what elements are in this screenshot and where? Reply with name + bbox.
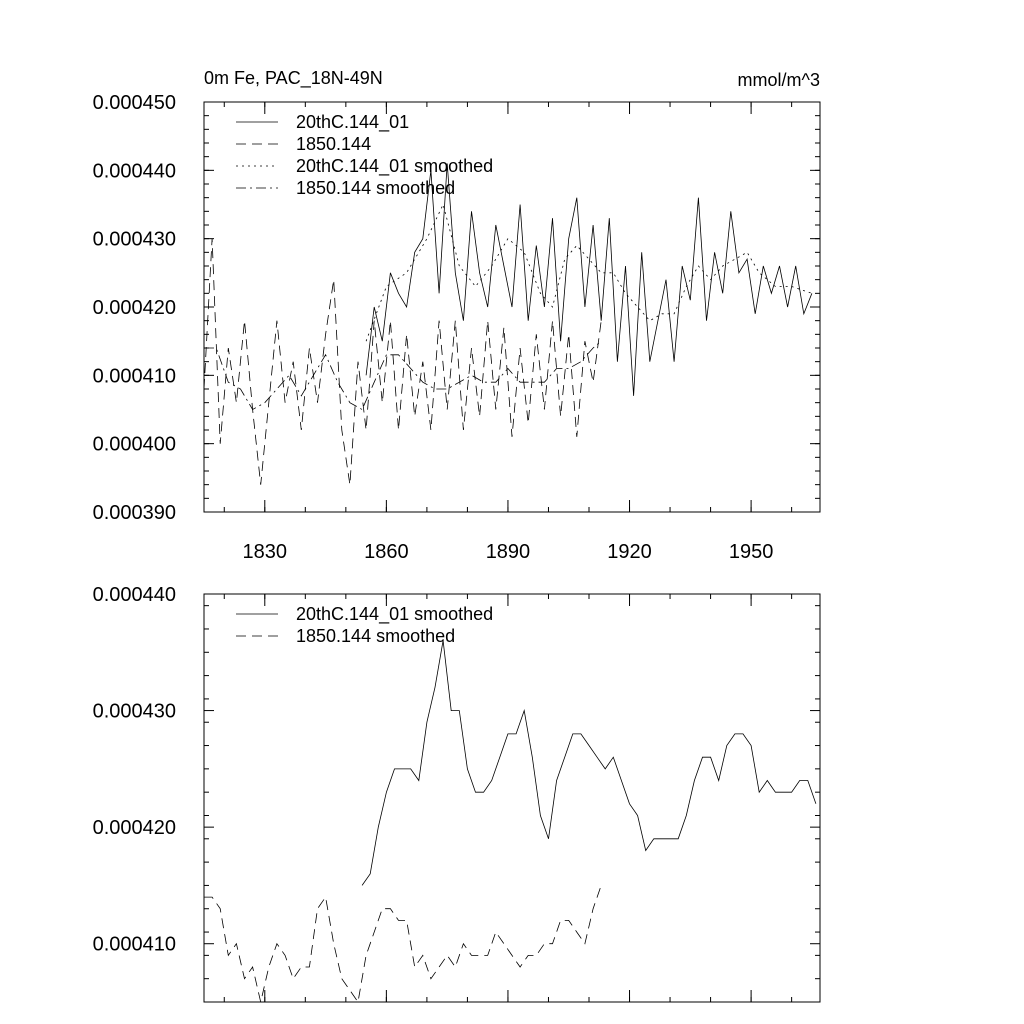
series-line-1 — [204, 885, 602, 1004]
x-tick-label: 1950 — [729, 541, 774, 563]
legend-entry-label: 20thC.144_01 — [296, 112, 409, 133]
series-line-1 — [203, 238, 602, 485]
series-line-0 — [365, 163, 813, 396]
y-tick-label: 0.000420 — [93, 817, 176, 839]
y-tick-label: 0.000450 — [93, 92, 176, 114]
legend-entry-label: 20thC.144_01 smoothed — [296, 604, 493, 625]
y-tick-label: 0.000440 — [93, 584, 176, 606]
x-tick-label: 1890 — [486, 541, 531, 563]
legend-entry-label: 20thC.144_01 smoothed — [296, 156, 493, 177]
top-panel-title: 0m Fe, PAC_18N-49N — [204, 68, 383, 89]
legend-entry-label: 1850.144 smoothed — [296, 626, 455, 646]
y-tick-label: 0.000430 — [93, 229, 176, 251]
y-tick-label: 0.000420 — [93, 297, 176, 319]
y-tick-label: 0.000410 — [93, 365, 176, 387]
plot-frame — [203, 593, 821, 1003]
legend-entry-label: 1850.144 smoothed — [296, 178, 455, 198]
y-tick-label: 0.000440 — [93, 160, 176, 182]
series-line-3 — [204, 340, 602, 411]
series-line-0 — [361, 640, 817, 886]
x-tick-label: 1920 — [607, 541, 652, 563]
bottom-panel: 0.000410 0.000420 0.000430 0.000440 20thC.14… — [93, 584, 821, 1004]
y-tick-label: 0.000430 — [93, 701, 176, 723]
top-panel-units-label: mmol/m^3 — [738, 70, 820, 90]
x-tick-label: 1860 — [364, 541, 409, 563]
top-panel: 0m Fe, PAC_18N-49N mmol/m^3 0.000390 0.00… — [93, 68, 821, 563]
y-tick-label: 0.000390 — [93, 502, 176, 524]
x-tick-label: 1830 — [243, 541, 288, 563]
legend-entry-label: 1850.144 — [296, 134, 371, 154]
y-tick-label: 0.000410 — [93, 934, 176, 956]
series-line-2 — [365, 203, 813, 342]
y-tick-label: 0.000400 — [93, 434, 176, 456]
